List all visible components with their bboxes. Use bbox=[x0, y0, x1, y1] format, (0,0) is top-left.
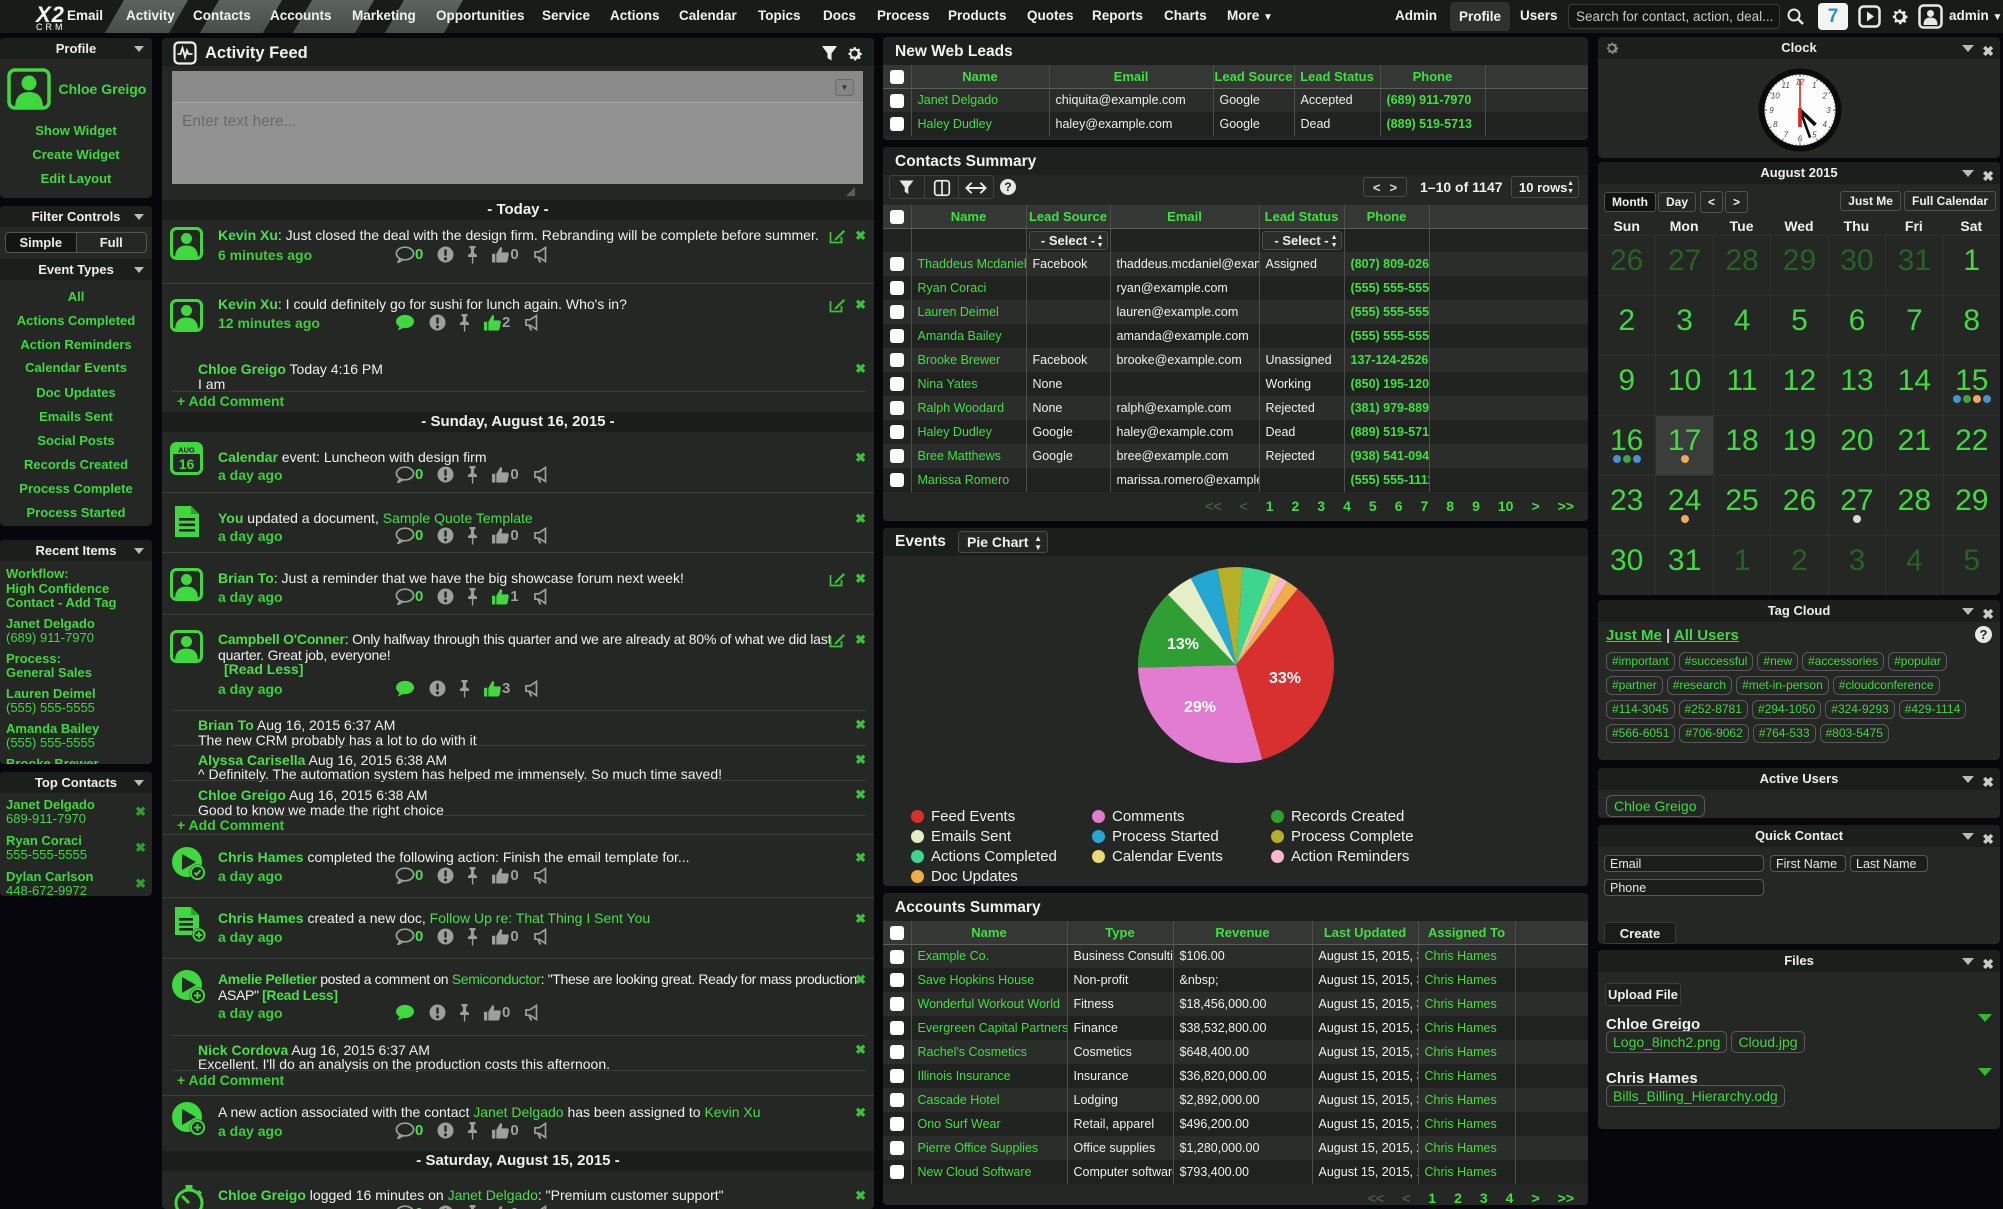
svg-text:16: 16 bbox=[179, 456, 195, 472]
svg-text:1: 1 bbox=[1812, 81, 1816, 90]
svg-text:6: 6 bbox=[1798, 134, 1803, 143]
svg-text:8: 8 bbox=[1773, 120, 1778, 129]
svg-text:7: 7 bbox=[1784, 131, 1789, 140]
svg-text:9: 9 bbox=[1769, 106, 1774, 115]
svg-text:11: 11 bbox=[1782, 81, 1790, 90]
svg-text:2: 2 bbox=[1821, 92, 1827, 101]
svg-text:3: 3 bbox=[1826, 106, 1831, 115]
svg-text:5: 5 bbox=[1812, 131, 1817, 140]
svg-text:10: 10 bbox=[1771, 92, 1780, 101]
svg-text:AUG: AUG bbox=[178, 446, 195, 455]
svg-text:4: 4 bbox=[1822, 120, 1827, 129]
